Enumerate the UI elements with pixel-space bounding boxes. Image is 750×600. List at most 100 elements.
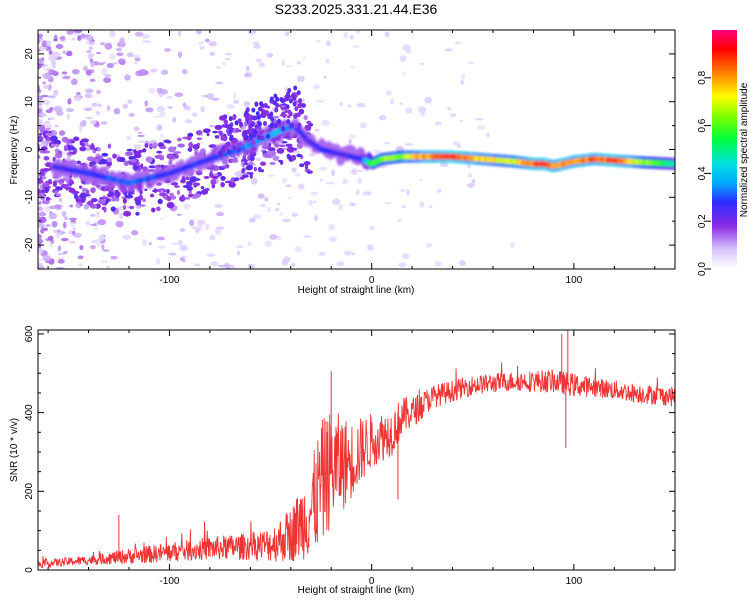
noise-cell xyxy=(314,215,319,222)
noise-cell xyxy=(298,183,305,190)
noise-cell xyxy=(89,78,96,82)
noise-cell xyxy=(272,155,280,161)
noise-cell xyxy=(85,116,93,120)
noise-cell xyxy=(77,35,82,41)
branch-cell xyxy=(232,145,237,151)
noise-cell xyxy=(309,152,316,157)
noise-cell xyxy=(45,132,53,136)
noise-cell xyxy=(248,217,256,223)
noise-cell xyxy=(87,200,94,206)
noise-cell xyxy=(180,255,188,258)
noise-cell xyxy=(153,115,162,118)
noise-cell xyxy=(40,226,45,230)
noise-cell xyxy=(87,53,93,59)
branch-cell xyxy=(239,121,244,127)
noise-cell xyxy=(73,193,78,200)
branch-cell xyxy=(248,133,253,139)
noise-cell xyxy=(184,119,193,124)
noise-cell xyxy=(113,107,121,115)
noise-cell xyxy=(456,144,462,149)
noise-cell xyxy=(48,212,57,220)
noise-cell xyxy=(156,206,161,212)
noise-cell xyxy=(106,157,112,164)
spectrogram-y-axis-label: Frequency (Hz) xyxy=(9,116,20,185)
ridge-group xyxy=(50,118,675,193)
noise-cell xyxy=(180,179,186,184)
noise-cell xyxy=(47,95,56,99)
noise-cell xyxy=(206,93,214,100)
noise-cell xyxy=(315,40,321,43)
noise-cell xyxy=(167,105,173,109)
noise-cell xyxy=(73,94,83,102)
noise-cell xyxy=(122,234,132,240)
y-tick-label: 20 xyxy=(24,48,35,60)
noise-cell xyxy=(285,184,292,188)
noise-cell xyxy=(178,51,183,59)
noise-cell xyxy=(338,102,344,107)
noise-cell xyxy=(125,151,134,156)
branch-cell xyxy=(245,107,250,113)
noise-cell xyxy=(332,198,341,206)
noise-cell xyxy=(52,180,57,188)
noise-cell xyxy=(418,106,427,114)
noise-cell xyxy=(100,260,110,264)
noise-cell xyxy=(275,207,280,212)
noise-cell xyxy=(106,63,115,69)
noise-cell xyxy=(156,236,166,241)
noise-cell xyxy=(52,156,56,163)
noise-cell xyxy=(71,146,76,150)
noise-cell xyxy=(40,228,45,234)
x-tick-label: -100 xyxy=(159,576,179,587)
noise-cell xyxy=(110,255,118,260)
branch-cell xyxy=(298,98,303,104)
noise-cell xyxy=(100,42,105,46)
noise-cell xyxy=(45,224,51,228)
noise-cell xyxy=(51,220,58,228)
snr-line xyxy=(38,362,675,569)
noise-cell xyxy=(49,116,55,121)
noise-cell xyxy=(96,89,101,95)
noise-cell xyxy=(62,50,66,54)
branch-cell xyxy=(273,93,278,99)
noise-cell xyxy=(359,122,368,129)
noise-cell xyxy=(257,106,263,112)
noise-cell xyxy=(89,144,95,150)
y-tick-label: 0 xyxy=(24,567,35,573)
noise-cell xyxy=(41,150,51,154)
noise-cell xyxy=(269,161,276,165)
noise-cell xyxy=(215,81,224,85)
branch-cell xyxy=(254,124,259,130)
noise-cell xyxy=(196,137,203,141)
branch-cell xyxy=(282,113,287,119)
noise-cell xyxy=(99,158,108,165)
noise-cell xyxy=(38,63,42,70)
noise-cell xyxy=(251,115,258,121)
branch-cell xyxy=(279,97,284,103)
noise-cell xyxy=(176,137,182,142)
branch-cell xyxy=(273,123,278,129)
noise-cell xyxy=(70,140,75,144)
noise-cell xyxy=(90,198,98,203)
noise-cell xyxy=(45,196,50,201)
noise-cell xyxy=(53,89,59,96)
x-tick-label: -100 xyxy=(159,275,179,286)
noise-cell xyxy=(134,31,144,37)
noise-cell xyxy=(204,188,210,191)
noise-cell xyxy=(425,242,433,248)
noise-cell xyxy=(264,240,273,248)
noise-cell xyxy=(122,204,127,210)
noise-cell xyxy=(85,189,90,196)
branch-cell xyxy=(221,147,226,153)
colorbar-gradient xyxy=(712,30,737,269)
noise-cell xyxy=(398,189,407,192)
noise-cell xyxy=(113,62,118,65)
noise-cell xyxy=(384,141,390,145)
noise-cell xyxy=(125,194,134,199)
branch-cell xyxy=(251,107,256,113)
branch-cell xyxy=(286,119,291,125)
noise-cell xyxy=(156,124,163,131)
noise-cell xyxy=(209,234,216,241)
noise-cell xyxy=(38,135,44,143)
noise-cell xyxy=(319,178,323,182)
noise-cell xyxy=(216,66,221,69)
